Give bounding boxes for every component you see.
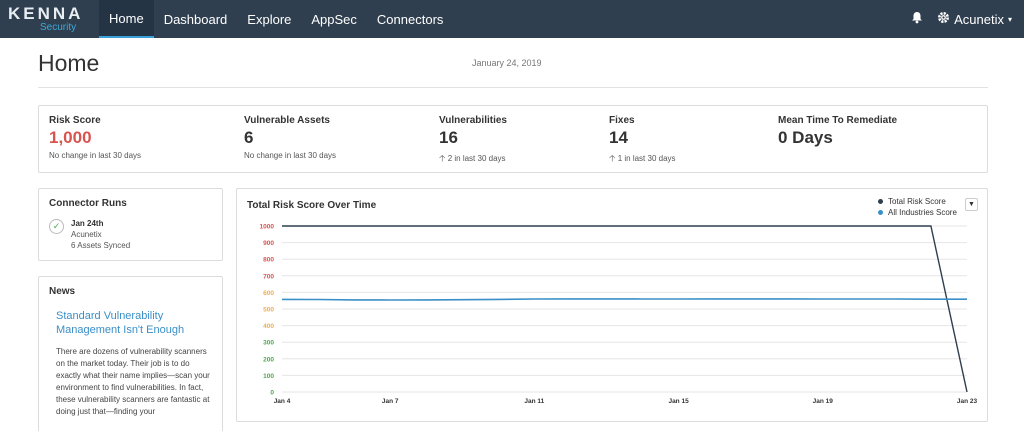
legend-dot bbox=[878, 199, 883, 204]
stat-risk-score[interactable]: Risk Score 1,000 No change in last 30 da… bbox=[49, 115, 141, 160]
nav-appsec[interactable]: AppSec bbox=[301, 0, 367, 38]
x-tick-label: Jan 7 bbox=[382, 398, 399, 405]
y-tick-label: 100 bbox=[263, 373, 274, 380]
y-tick-label: 300 bbox=[263, 340, 274, 347]
y-tick-label: 900 bbox=[263, 240, 274, 247]
y-tick-label: 0 bbox=[270, 390, 274, 397]
connector-runs-panel: Connector Runs ✓ Jan 24th Acunetix 6 Ass… bbox=[38, 188, 223, 261]
series-line-total-risk bbox=[282, 225, 968, 393]
stat-change-text: 2 in last 30 days bbox=[447, 154, 506, 163]
check-icon: ✓ bbox=[49, 219, 64, 234]
nav-appsec-label: AppSec bbox=[311, 11, 357, 27]
risk-score-chart-panel: 0 100 200 300 400 500 600 700 800 900 1000 Jan 4 Jan… bbox=[236, 188, 988, 422]
nav-home[interactable]: Home bbox=[99, 0, 154, 38]
stat-value: 14 bbox=[609, 128, 628, 147]
stat-value: 0 Days bbox=[778, 128, 833, 147]
top-nav: KENNA Security Home Dashboard Explore Ap… bbox=[0, 0, 1024, 38]
stat-change: No change in last 30 days bbox=[49, 151, 142, 160]
nav-dashboard-label: Dashboard bbox=[163, 11, 228, 27]
y-tick-label: 200 bbox=[263, 356, 274, 363]
x-tick-label: Jan 19 bbox=[813, 398, 834, 405]
nav-dashboard[interactable]: Dashboard bbox=[154, 0, 238, 38]
page-date: January 24, 2019 bbox=[472, 58, 542, 68]
stat-mttr[interactable]: Mean Time To Remediate 0 Days bbox=[778, 115, 897, 148]
x-tick-label: Jan 15 bbox=[668, 398, 689, 405]
legend-dot bbox=[878, 210, 883, 215]
stat-label: Vulnerabilities bbox=[439, 115, 507, 126]
stat-change: No change in last 30 days bbox=[244, 151, 337, 160]
legend-item-total[interactable]: Total Risk Score bbox=[878, 197, 957, 206]
stats-bar: Risk Score 1,000 No change in last 30 da… bbox=[38, 105, 988, 173]
connector-run-date: Jan 24th bbox=[71, 219, 104, 228]
stat-value: 6 bbox=[244, 128, 254, 147]
arrow-up-icon: 🡡 bbox=[439, 153, 446, 163]
bell-icon[interactable] bbox=[911, 11, 923, 27]
connector-runs-title: Connector Runs bbox=[49, 198, 127, 209]
stat-value: 1,000 bbox=[49, 128, 92, 147]
stat-change: 🡡 1 in last 30 days bbox=[609, 151, 676, 167]
stat-fixes[interactable]: Fixes 14 🡡 1 in last 30 days bbox=[609, 115, 676, 167]
nav-connectors[interactable]: Connectors bbox=[367, 0, 453, 38]
caret-down-icon: ▼ bbox=[968, 201, 975, 208]
x-tick-label: Jan 4 bbox=[274, 398, 291, 405]
news-body: There are dozens of vulnerability scanne… bbox=[56, 347, 210, 416]
x-tick-label: Jan 23 bbox=[957, 398, 978, 405]
news-panel: News Standard Vulnerability Management I… bbox=[38, 276, 223, 431]
stat-value: 16 bbox=[439, 128, 458, 147]
account-menu[interactable]: Acunetix ▾ bbox=[937, 11, 1012, 27]
news-headline-link[interactable]: Standard Vulnerability Management Isn't … bbox=[56, 310, 185, 336]
nav-home-label: Home bbox=[109, 10, 144, 26]
stat-change: 🡡 2 in last 30 days bbox=[439, 151, 507, 167]
stat-label: Fixes bbox=[609, 115, 635, 126]
risk-score-chart: 0 100 200 300 400 500 600 700 800 900 1000 Jan 4 Jan… bbox=[260, 224, 978, 406]
legend-item-industry[interactable]: All Industries Score bbox=[878, 208, 957, 217]
kenna-logo[interactable]: KENNA Security bbox=[0, 0, 99, 38]
y-tick-label: 400 bbox=[263, 323, 274, 330]
chart-title: Total Risk Score Over Time bbox=[247, 200, 377, 211]
connector-run-item[interactable]: ✓ Jan 24th Acunetix 6 Assets Synced bbox=[49, 219, 212, 250]
stat-vulnerable-assets[interactable]: Vulnerable Assets 6 No change in last 30… bbox=[244, 115, 336, 160]
news-title: News bbox=[49, 286, 76, 297]
nav-explore-label: Explore bbox=[247, 11, 292, 27]
y-tick-label: 700 bbox=[263, 273, 274, 280]
nav-explore[interactable]: Explore bbox=[237, 0, 301, 38]
stat-change-text: 1 in last 30 days bbox=[617, 154, 676, 163]
y-tick-label: 800 bbox=[263, 257, 274, 264]
stat-label: Risk Score bbox=[49, 115, 101, 126]
x-tick-label: Jan 11 bbox=[524, 398, 544, 405]
gear-icon bbox=[937, 11, 950, 27]
chart-legend: Total Risk Score All Industries Score bbox=[878, 197, 957, 219]
caret-down-icon: ▾ bbox=[1007, 14, 1012, 24]
connector-status: 6 Assets Synced bbox=[71, 241, 131, 250]
header-divider bbox=[38, 87, 988, 88]
logo-subtext: Security bbox=[40, 21, 77, 33]
chart-menu-button[interactable]: ▼ bbox=[965, 198, 978, 211]
y-tick-label: 500 bbox=[263, 307, 274, 314]
stat-vulnerabilities[interactable]: Vulnerabilities 16 🡡 2 in last 30 days bbox=[439, 115, 507, 167]
series-line-all-industries bbox=[281, 298, 967, 301]
connector-name: Acunetix bbox=[71, 230, 102, 239]
nav-connectors-label: Connectors bbox=[376, 11, 444, 27]
stat-label: Vulnerable Assets bbox=[244, 115, 330, 126]
y-tick-label: 1000 bbox=[260, 224, 275, 231]
y-tick-label: 600 bbox=[263, 290, 274, 297]
arrow-up-icon: 🡡 bbox=[609, 153, 616, 163]
account-label: Acunetix bbox=[954, 11, 1004, 27]
stat-label: Mean Time To Remediate bbox=[778, 115, 898, 126]
nav-right: Acunetix ▾ bbox=[911, 0, 1024, 38]
legend-label: Total Risk Score bbox=[888, 197, 946, 206]
legend-label: All Industries Score bbox=[888, 208, 957, 217]
page-title: Home bbox=[38, 50, 100, 76]
logo-text: KENNA bbox=[8, 3, 84, 23]
